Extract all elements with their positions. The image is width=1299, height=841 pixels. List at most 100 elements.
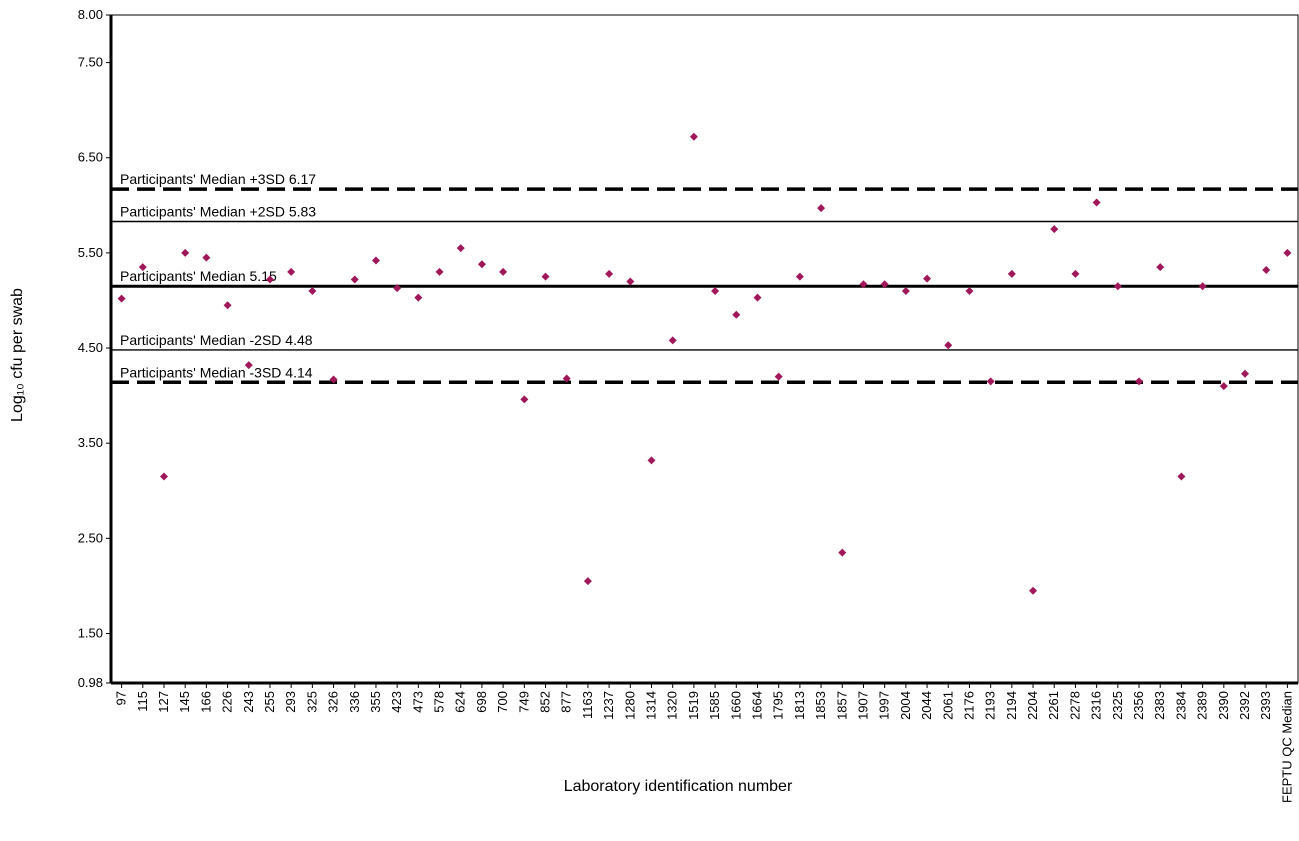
x-tick-label: 1857 [834, 691, 849, 720]
x-tick-label: 852 [538, 691, 553, 713]
y-tick-label: 2.50 [78, 530, 103, 545]
y-tick-label: 6.50 [78, 150, 103, 165]
x-tick-label: 2383 [1152, 691, 1167, 720]
data-point [605, 269, 614, 278]
data-point [774, 372, 783, 381]
x-tick-label: 127 [156, 691, 171, 713]
x-tick-label: 97 [114, 691, 129, 705]
data-point [1262, 266, 1271, 275]
data-point [1241, 369, 1250, 378]
x-tick-label: 2325 [1110, 691, 1125, 720]
reference-line-label: Participants' Median 5.15 [120, 268, 277, 284]
x-axis-ticks: 97 115 127 145 166 226 243 255 293 325 326 336 355 42… [114, 683, 1294, 803]
data-point [1113, 282, 1122, 291]
data-point [499, 267, 508, 276]
y-tick-label: 5.50 [78, 245, 103, 260]
data-point [817, 204, 826, 213]
data-point [1029, 586, 1038, 595]
x-tick-label: 1813 [792, 691, 807, 720]
y-tick-label: 8.00 [78, 7, 103, 22]
data-point [435, 267, 444, 276]
data-point [838, 548, 847, 557]
y-tick-label: 1.50 [78, 626, 103, 641]
data-point [880, 280, 889, 289]
data-point [117, 294, 126, 303]
data-point [732, 310, 741, 319]
x-tick-label: 1660 [728, 691, 743, 720]
reference-lines: Participants' Median +3SD 6.17 Participan… [111, 171, 1298, 385]
x-tick-label: 2004 [898, 691, 913, 720]
x-tick-label: 336 [347, 691, 362, 713]
data-point [647, 456, 656, 465]
data-point [541, 272, 550, 281]
reference-line-label: Participants' Median +2SD 5.83 [120, 203, 316, 219]
x-tick-label: 700 [495, 691, 510, 713]
x-tick-label: 2356 [1131, 691, 1146, 720]
data-point [1050, 225, 1059, 234]
x-tick-label: 2176 [961, 691, 976, 720]
y-tick-label: 4.50 [78, 340, 103, 355]
x-tick-label: 1163 [580, 691, 595, 719]
data-point [414, 293, 423, 302]
y-tick-label: 3.50 [78, 435, 103, 450]
plot-frame [110, 14, 1299, 684]
x-tick-label: 1795 [771, 691, 786, 720]
data-point [223, 301, 232, 310]
data-point [477, 260, 486, 269]
data-point [1283, 248, 1292, 257]
x-tick-label: 2193 [983, 691, 998, 720]
data-point [859, 280, 868, 289]
data-point [1071, 269, 1080, 278]
x-tick-label: 166 [198, 691, 213, 713]
x-tick-label: 624 [453, 691, 468, 713]
data-point [1007, 269, 1016, 278]
x-tick-label: 1237 [601, 691, 616, 720]
data-point [1219, 382, 1228, 391]
data-point [202, 253, 211, 262]
x-tick-label: 243 [241, 691, 256, 713]
x-tick-label: 355 [368, 691, 383, 713]
data-points [117, 132, 1292, 595]
data-point [371, 256, 380, 265]
data-point [1135, 377, 1144, 386]
data-point [944, 341, 953, 350]
x-tick-label: 2389 [1195, 691, 1210, 720]
x-tick-label: 1519 [686, 691, 701, 720]
data-point [923, 274, 932, 283]
x-tick-label: 1853 [813, 691, 828, 720]
x-tick-label: 115 [135, 691, 150, 712]
x-tick-label: 255 [262, 691, 277, 713]
data-point [308, 286, 317, 295]
data-point [689, 132, 698, 141]
x-tick-label: 2204 [1025, 691, 1040, 720]
data-point [753, 293, 762, 302]
data-point [244, 361, 253, 370]
x-tick-label: 2390 [1216, 691, 1231, 720]
x-tick-label: 1314 [644, 691, 659, 720]
y-axis-title: Log₁₀ cfu per swab [9, 288, 26, 422]
x-tick-label: 2393 [1258, 691, 1273, 720]
x-tick-label: 145 [177, 691, 192, 713]
data-point [1198, 282, 1207, 291]
x-tick-label: 423 [389, 691, 404, 713]
y-axis-ticks: 0.98 1.50 2.50 3.50 4.50 5.50 6.50 7.50 8.00 [78, 7, 111, 690]
x-tick-label: 2278 [1067, 691, 1082, 720]
x-tick-label: 698 [474, 691, 489, 713]
data-point [138, 263, 147, 272]
x-tick-label: 2061 [940, 691, 955, 720]
data-point [181, 248, 190, 257]
x-tick-label: 226 [220, 691, 235, 713]
x-tick-label: 578 [432, 691, 447, 713]
data-point [1156, 263, 1165, 272]
reference-line-label: Participants' Median -3SD 4.14 [120, 364, 313, 380]
data-point [520, 395, 529, 404]
x-tick-label: FEPTU QC Median [1279, 691, 1294, 803]
x-tick-label: 1664 [749, 691, 764, 720]
x-tick-label: 326 [326, 691, 341, 713]
x-tick-label: 749 [516, 691, 531, 713]
data-point [795, 272, 804, 281]
x-tick-label: 1907 [855, 691, 870, 720]
x-tick-label: 2392 [1237, 691, 1252, 720]
x-tick-label: 877 [559, 691, 574, 713]
